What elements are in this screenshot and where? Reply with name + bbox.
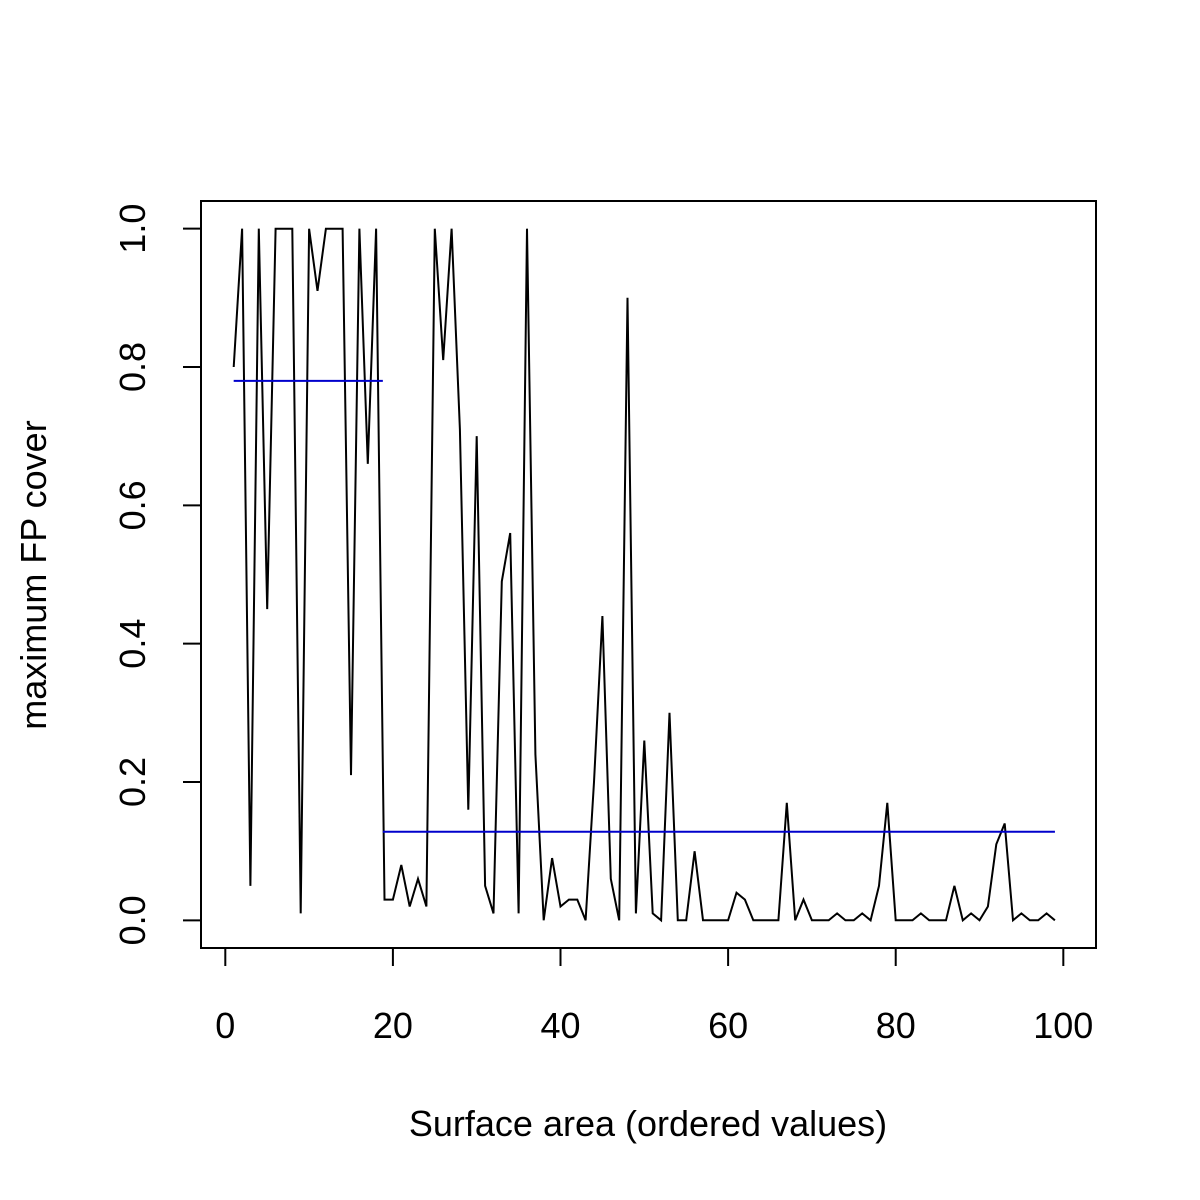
- y-tick-label: 1.0: [112, 204, 153, 254]
- series-line-black: [232, 227, 1056, 923]
- y-tick-label: 0.8: [112, 342, 153, 392]
- series-layer: [232, 227, 1056, 923]
- x-axis: 0 20 40 60 80 100: [215, 947, 1093, 1046]
- x-tick-label: 40: [540, 1005, 580, 1046]
- y-tick-label: 0.6: [112, 480, 153, 530]
- y-tick-label: 0.0: [112, 895, 153, 945]
- x-tick-label: 20: [373, 1005, 413, 1046]
- y-axis-title: maximum FP cover: [13, 420, 54, 729]
- x-tick-label: 60: [708, 1005, 748, 1046]
- x-axis-title: Surface area (ordered values): [409, 1103, 887, 1144]
- x-tick-label: 0: [215, 1005, 235, 1046]
- y-axis: 0.0 0.2 0.4 0.6 0.8 1.0: [112, 204, 202, 945]
- x-tick-label: 100: [1033, 1005, 1093, 1046]
- y-tick-label: 0.2: [112, 757, 153, 807]
- x-tick-label: 80: [876, 1005, 916, 1046]
- y-tick-label: 0.4: [112, 619, 153, 669]
